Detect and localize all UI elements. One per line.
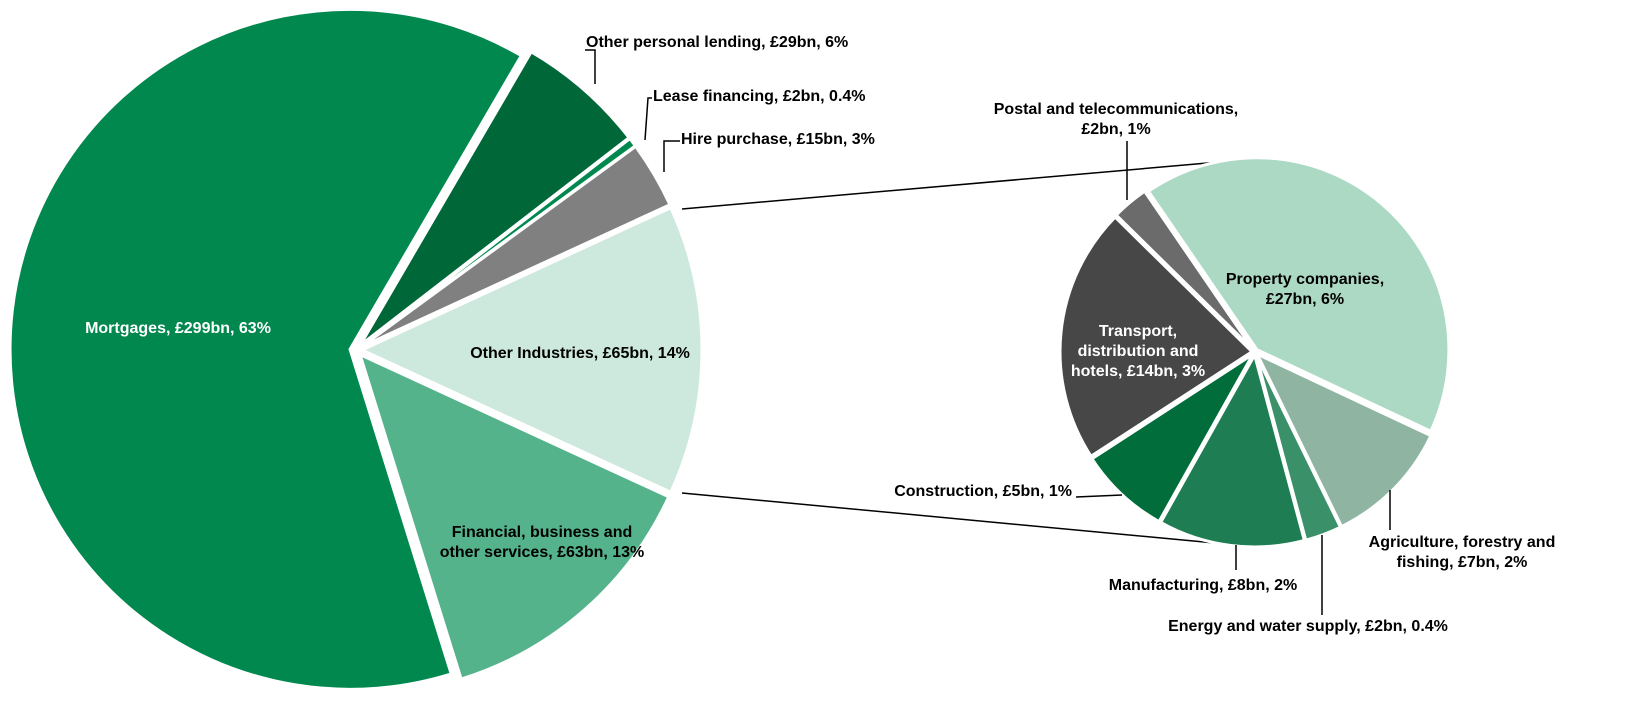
data-label: Construction, £5bn, 1% xyxy=(894,483,1072,500)
data-label: Postal and telecommunications, £2bn, 1% xyxy=(993,101,1239,138)
pie-slice xyxy=(1146,156,1451,434)
pies xyxy=(8,7,1451,691)
leader-line xyxy=(1075,494,1123,498)
pie-slice xyxy=(358,49,632,347)
pie-slice xyxy=(358,205,704,495)
data-label: Financial, business and other services, … xyxy=(439,524,645,561)
pie-slice xyxy=(1253,350,1433,529)
pie-slice xyxy=(1114,189,1255,351)
pie-slice xyxy=(1058,214,1255,459)
pie-slice xyxy=(360,144,672,349)
connector-line xyxy=(681,492,1237,546)
data-label: Energy and water supply, £2bn, 0.4% xyxy=(1168,618,1448,635)
pie-slice xyxy=(357,351,671,681)
data-label: Other Industries, £65bn, 14% xyxy=(470,345,690,362)
leader-line xyxy=(585,49,596,84)
data-label: Transport, distribution and hotels, £14b… xyxy=(1070,323,1206,380)
data-label: Property companies, £27bn, 6% xyxy=(1225,271,1385,308)
data-label: Lease financing, £2bn, 0.4% xyxy=(653,88,866,105)
pie-slice xyxy=(8,7,524,691)
data-label: Hire purchase, £15bn, 3% xyxy=(681,131,875,148)
data-label: Mortgages, £299bn, 63% xyxy=(85,320,271,337)
connectors xyxy=(681,159,1243,546)
data-label: Manufacturing, £8bn, 2% xyxy=(1108,577,1298,594)
leader-lines xyxy=(585,49,1391,615)
leader-line xyxy=(663,140,680,172)
data-label: Agriculture, forestry and fishing, £7bn,… xyxy=(1368,534,1556,571)
leader-line xyxy=(644,97,652,141)
data-label: Other personal lending, £29bn, 6% xyxy=(586,34,849,51)
pie-slice xyxy=(1089,352,1255,524)
pie-slice xyxy=(1158,351,1307,549)
connector-line xyxy=(681,159,1243,210)
